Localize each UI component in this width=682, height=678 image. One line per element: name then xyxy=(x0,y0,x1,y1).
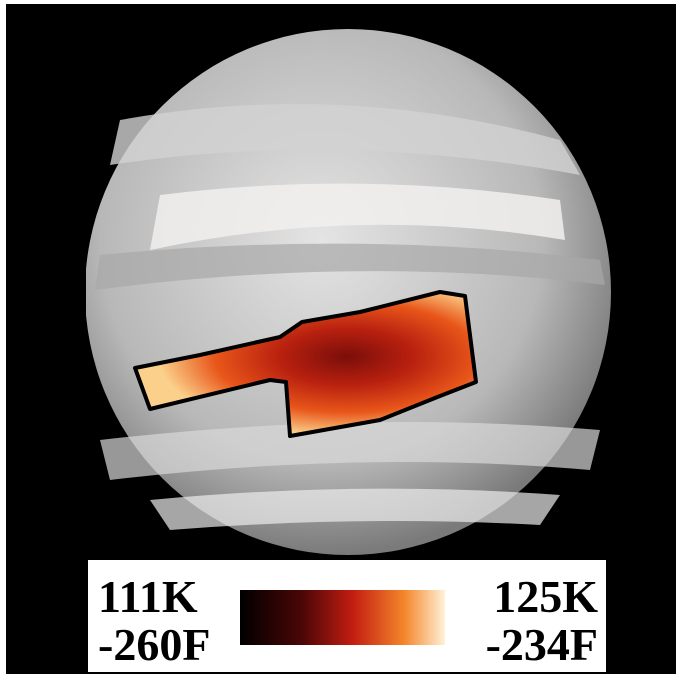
high-fahrenheit: -234F xyxy=(486,619,598,670)
planet xyxy=(86,29,611,555)
hot-spot xyxy=(133,290,478,438)
high-kelvin: 125K xyxy=(493,571,598,622)
color-scale xyxy=(240,590,445,645)
low-fahrenheit: -260F xyxy=(98,619,210,670)
low-kelvin: 111K xyxy=(98,571,198,622)
